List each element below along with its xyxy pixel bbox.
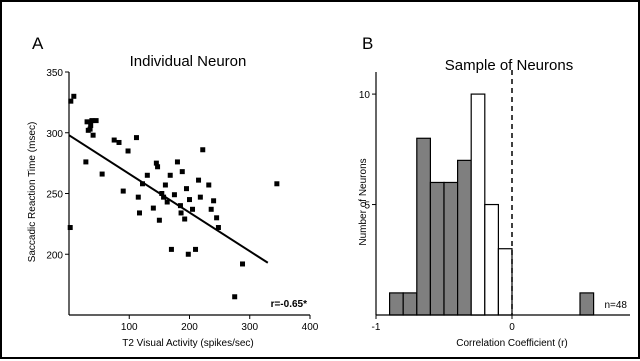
scatter-point (190, 206, 196, 212)
histogram-bar (497, 248, 513, 316)
panel-b: B Sample of Neurons Number of Neurons Co… (358, 34, 630, 349)
scatter-point (211, 198, 217, 204)
scatter-point (120, 188, 126, 194)
scatter-point (179, 169, 185, 175)
x-tick-label: 0 (509, 322, 515, 333)
scatter-point (206, 182, 212, 188)
panel-b-letter: B (362, 34, 373, 53)
histogram-bar (579, 292, 595, 316)
scatter-point (88, 122, 94, 128)
scatter-point (156, 217, 162, 223)
x-tick-label: -1 (372, 322, 381, 333)
y-tick-label: 5 (364, 201, 370, 212)
scatter-point (111, 137, 117, 143)
scatter-point (214, 215, 220, 221)
scatter-point (183, 186, 189, 192)
histogram-bar (484, 203, 499, 316)
scatter-point (150, 205, 156, 211)
scatter-point (84, 119, 90, 125)
scatter-point (240, 261, 246, 267)
scatter-point (125, 148, 131, 154)
scatter-point (182, 216, 188, 222)
scatter-point (196, 177, 202, 183)
scatter-point (144, 172, 150, 178)
x-tick-label: 300 (241, 322, 258, 333)
scatter-point (193, 246, 199, 252)
scatter-point (159, 191, 165, 196)
panel-b-annotation: n=48 (604, 300, 627, 311)
panel-b-ticks: -101510 (359, 90, 515, 333)
scatter-point (200, 147, 206, 153)
histogram-bar (443, 181, 459, 316)
scatter-point (174, 159, 180, 165)
y-tick-label: 250 (46, 190, 63, 201)
scatter-point (162, 182, 168, 188)
scatter-point (164, 199, 170, 205)
scatter-point (161, 194, 167, 200)
scatter-point (99, 171, 105, 177)
panel-a-y-label: Saccadic Reaction Time (msec) (27, 122, 38, 263)
scatter-point (140, 181, 146, 187)
y-tick-label: 350 (46, 68, 63, 79)
histogram-bar (470, 93, 486, 316)
scatter-point (68, 98, 74, 104)
panel-a-annotation: r=-0.65* (271, 299, 308, 310)
regression-line (68, 134, 269, 264)
y-tick-label: 200 (46, 250, 63, 261)
scatter-point (83, 159, 89, 165)
panel-a-letter: A (32, 34, 44, 53)
scatter-point (155, 164, 161, 170)
scatter-point (87, 126, 93, 132)
panel-b-bars (389, 93, 595, 316)
y-tick-label: 300 (46, 129, 63, 140)
histogram-bar (457, 159, 472, 316)
panel-a-x-label: T2 Visual Activity (spikes/sec) (122, 338, 254, 349)
scatter-point (67, 225, 73, 231)
x-tick-label: 100 (121, 322, 138, 333)
panel-a-points (67, 93, 280, 300)
histogram-bar (389, 292, 404, 316)
scatter-point (208, 206, 214, 212)
histogram-bar (429, 181, 445, 316)
scatter-point (274, 181, 280, 187)
scatter-point (153, 160, 159, 166)
histogram-bar (402, 292, 418, 316)
scatter-point (116, 139, 122, 145)
scatter-point (133, 135, 139, 141)
scatter-point (178, 210, 184, 216)
y-tick-label: 10 (359, 90, 371, 101)
scatter-point (171, 192, 177, 198)
panel-a: A Individual Neuron Saccadic Reaction Ti… (27, 34, 319, 349)
scatter-point (177, 203, 183, 209)
panel-a-title: Individual Neuron (130, 53, 247, 70)
scatter-point (215, 225, 221, 231)
scatter-point (168, 246, 174, 252)
panel-b-x-label: Correlation Coefficient (r) (456, 338, 568, 349)
scatter-point (90, 132, 96, 138)
scatter-point (89, 118, 95, 124)
histogram-bar (416, 137, 431, 316)
panel-b-y-label: Number of Neurons (358, 158, 369, 245)
scatter-point (167, 172, 173, 178)
x-tick-label: 400 (302, 322, 319, 333)
scatter-point (135, 194, 141, 200)
scatter-point (71, 93, 77, 99)
scatter-point (93, 118, 99, 124)
scatter-point (197, 194, 203, 200)
panel-b-title: Sample of Neurons (445, 57, 573, 74)
panel-a-ticks: 100 200 300 400 200 250 300 350 (46, 68, 318, 333)
x-tick-label: 200 (181, 322, 198, 333)
scatter-point (136, 210, 142, 216)
scatter-point (185, 251, 191, 257)
scatter-point (187, 197, 192, 203)
scatter-point (232, 294, 238, 300)
